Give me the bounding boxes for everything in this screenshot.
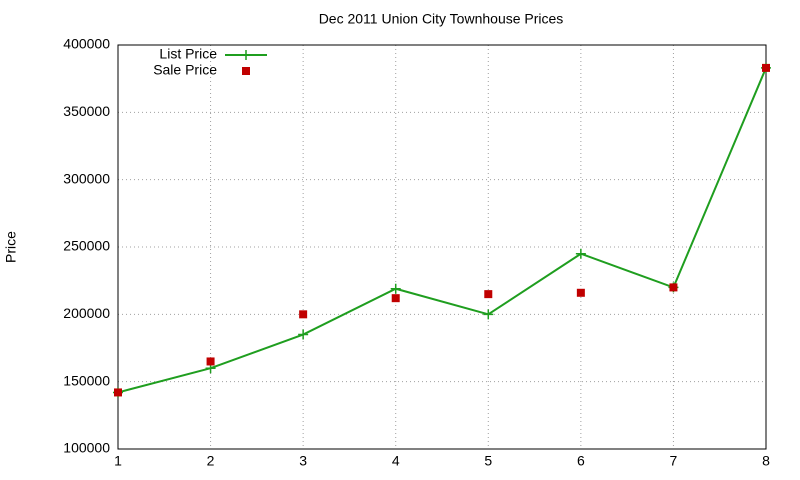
point-marker xyxy=(299,310,308,319)
legend-label: List Price xyxy=(159,46,217,62)
x-tick-label: 3 xyxy=(299,453,307,469)
point-marker xyxy=(298,329,309,340)
point-marker xyxy=(483,309,494,320)
y-tick-label: 300000 xyxy=(63,170,110,186)
series-line xyxy=(117,67,767,394)
x-tick-label: 2 xyxy=(207,453,215,469)
y-tick-label: 100000 xyxy=(63,440,110,456)
y-axis-label: Price xyxy=(3,231,19,263)
x-tick-label: 7 xyxy=(670,453,678,469)
point-marker xyxy=(575,248,586,259)
y-tick-label: 400000 xyxy=(63,36,110,52)
x-tick-label: 1 xyxy=(114,453,122,469)
point-marker xyxy=(114,388,122,397)
point-marker xyxy=(576,288,585,297)
x-tick-label: 8 xyxy=(762,453,770,469)
plot-border xyxy=(117,44,767,450)
point-marker xyxy=(391,294,400,303)
y-tick-label: 200000 xyxy=(63,305,110,321)
x-tick-label: 6 xyxy=(577,453,585,469)
point-marker xyxy=(206,357,215,366)
legend-marker xyxy=(241,50,251,60)
y-tick-label: 250000 xyxy=(63,238,110,254)
y-tick-label: 350000 xyxy=(63,103,110,119)
chart-title: Dec 2011 Union City Townhouse Prices xyxy=(319,11,564,27)
point-marker xyxy=(669,283,678,292)
legend-marker xyxy=(242,67,250,75)
point-marker xyxy=(762,63,770,72)
point-marker xyxy=(390,283,401,294)
legend-label: Sale Price xyxy=(153,62,217,78)
x-tick-label: 4 xyxy=(392,453,400,469)
point-marker xyxy=(484,290,493,299)
y-tick-label: 150000 xyxy=(63,372,110,388)
x-tick-label: 5 xyxy=(484,453,492,469)
